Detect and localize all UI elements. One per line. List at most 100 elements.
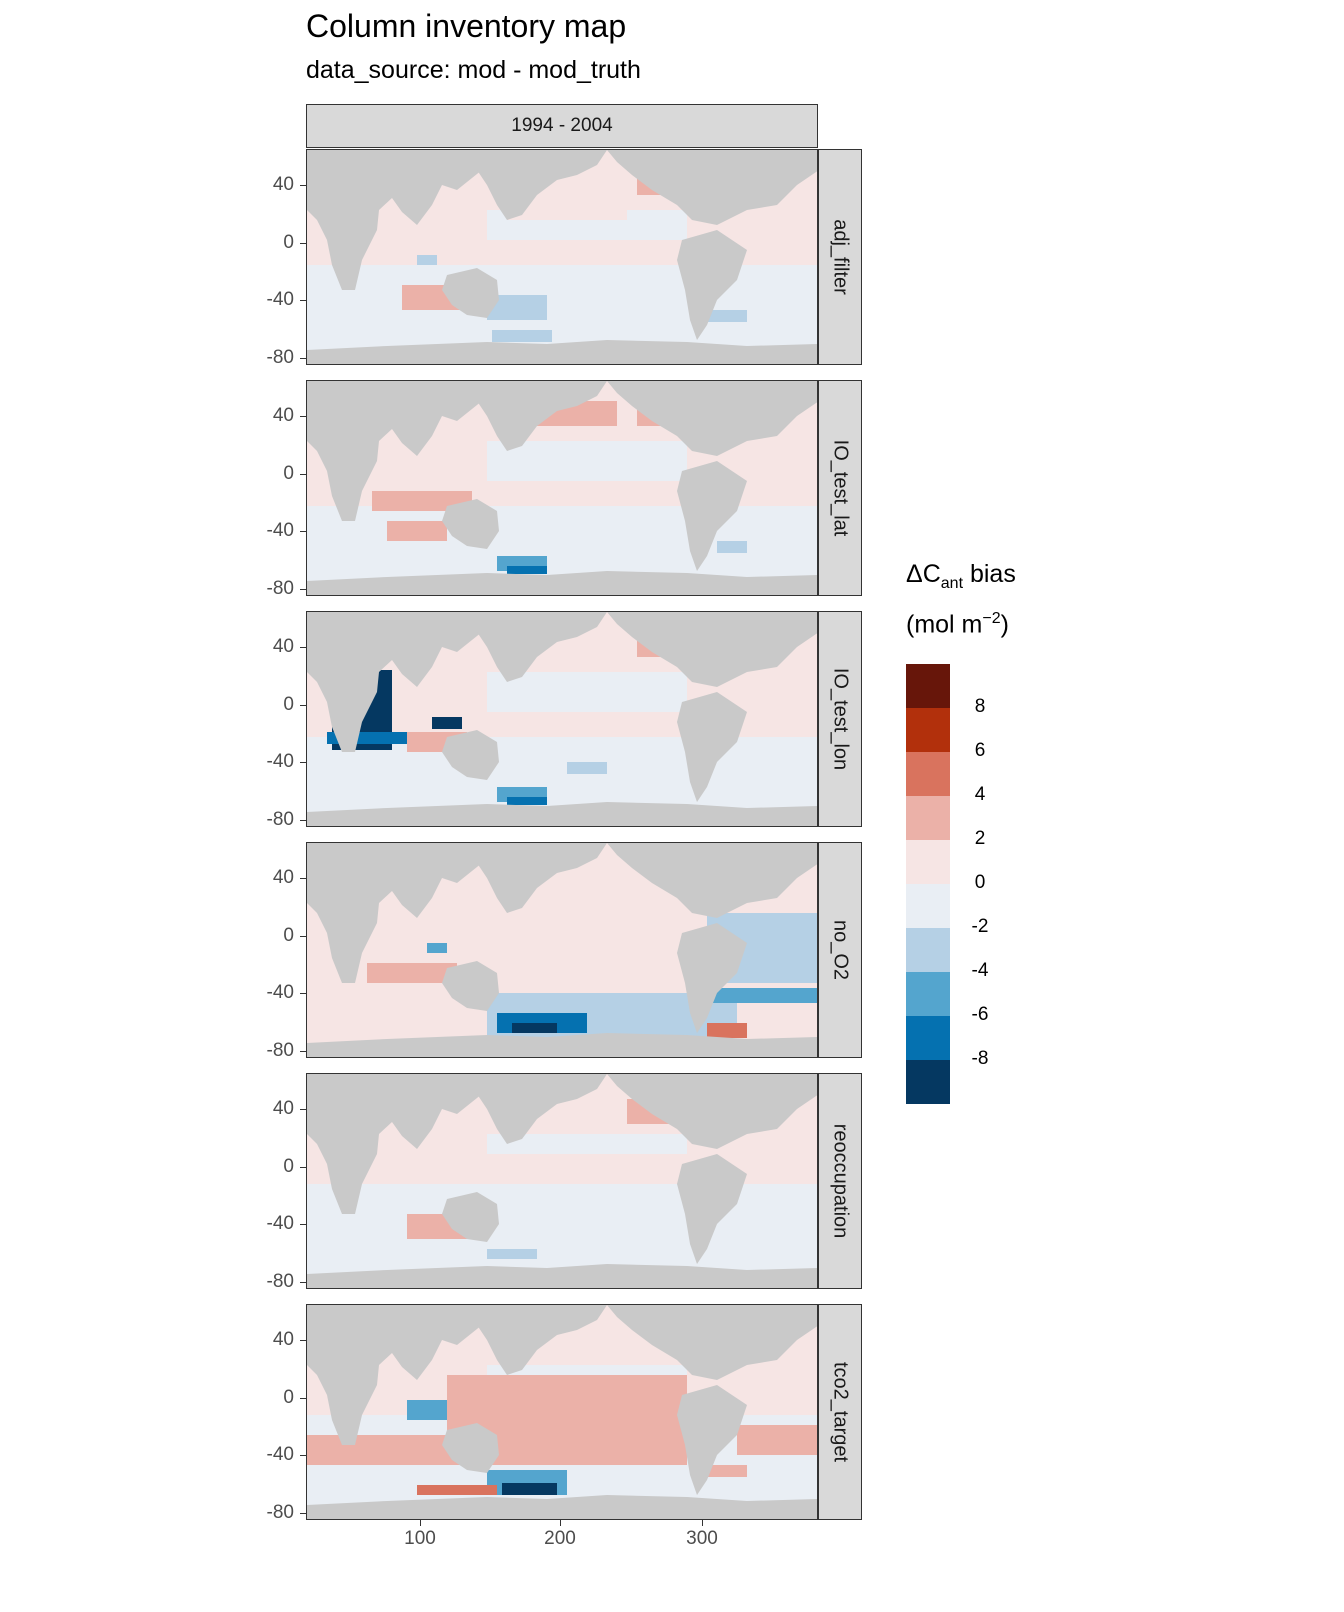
y-tick-mark [300,1340,306,1341]
legend-break-label: -2 [971,916,989,937]
legend-title-sub: ant [940,575,964,592]
y-tick-mark [300,1051,306,1052]
y-tick-mark [300,762,306,763]
legend-title-main: ΔC [906,560,941,588]
y-tick-mark [300,1513,306,1514]
y-tick-mark [300,820,306,821]
world-map-bias-adj-filter [307,150,817,364]
y-tick-mark [300,936,306,937]
legend-unit: (mol m−2) [906,610,1009,639]
x-tick-label: 300 [686,1528,718,1549]
y-tick-label: 0 [283,1156,294,1177]
y-tick-label: 0 [283,1387,294,1408]
legend-swatch [906,708,950,752]
y-tick-label: -40 [266,289,294,310]
world-map-bias-reoccupation [307,1074,817,1288]
legend-swatch [906,1016,950,1060]
y-tick-mark [300,589,306,590]
legend-title-rest: bias [963,560,1016,588]
facet-strip-period: 1994 - 2004 [306,104,818,148]
y-tick-mark [300,300,306,301]
facet-strip-period-label: 1994 - 2004 [511,115,613,136]
map-panel-io-test-lat [306,380,818,596]
facet-strip-label: IO_test_lat [829,439,852,537]
y-tick-label: -80 [266,809,294,830]
facet-strip-label: IO_test_lon [829,667,852,771]
facet-strip-label: reoccupation [829,1123,852,1239]
y-tick-label: 40 [272,1329,294,1350]
legend-break-label: 0 [974,872,986,893]
y-tick-mark [300,1167,306,1168]
y-tick-label: -40 [266,1213,294,1234]
map-panel-adj-filter [306,149,818,365]
y-tick-mark [300,878,306,879]
legend-break-label: 6 [974,740,986,761]
world-map-bias-tco2-target [307,1305,817,1519]
facet-strip-no-o2: no_O2 [818,842,862,1058]
y-tick-label: -80 [266,1040,294,1061]
legend-break-label: 8 [974,696,986,717]
y-tick-label: 0 [283,694,294,715]
y-tick-mark [300,647,306,648]
legend-unit-suffix: ) [1000,610,1009,639]
y-tick-mark [300,1282,306,1283]
legend-unit-sup: −2 [982,610,1001,627]
legend-break-label: -8 [971,1048,989,1069]
legend-break-label: 4 [974,784,986,805]
facet-strip-io-test-lat: IO_test_lat [818,380,862,596]
y-tick-mark [300,1455,306,1456]
y-tick-mark [300,243,306,244]
y-tick-label: 0 [283,232,294,253]
y-tick-mark [300,1109,306,1110]
x-tick-label: 200 [544,1528,576,1549]
chart-title: Column inventory map [306,8,627,44]
chart-subtitle: data_source: mod - mod_truth [306,56,641,84]
world-map-bias-io-test-lat [307,381,817,595]
legend-swatch [906,884,950,928]
facet-strip-label: adj_filter [829,219,852,295]
legend-swatch [906,840,950,884]
legend-break-label: -6 [971,1004,989,1025]
facet-strip-label: tco2_target [829,1361,852,1463]
y-tick-label: -40 [266,520,294,541]
map-panel-tco2-target [306,1304,818,1520]
y-tick-mark [300,1398,306,1399]
world-map-bias-io-test-lon [307,612,817,826]
legend-swatch [906,664,950,708]
legend-unit-prefix: (mol m [906,610,983,639]
facet-strip-label: no_O2 [829,919,852,981]
world-map-bias-no-o2 [307,843,817,1057]
y-tick-mark [300,993,306,994]
y-tick-label: 40 [272,405,294,426]
facet-strip-adj-filter: adj_filter [818,149,862,365]
x-tick-mark [702,1520,703,1526]
y-tick-mark [300,531,306,532]
y-tick-label: -80 [266,347,294,368]
facet-strip-io-test-lon: IO_test_lon [818,611,862,827]
y-tick-label: 0 [283,925,294,946]
y-tick-label: -80 [266,1271,294,1292]
legend-swatch [906,796,950,840]
y-tick-label: 40 [272,1098,294,1119]
y-tick-label: -40 [266,751,294,772]
legend-title: ΔCant bias [906,560,1016,593]
y-tick-mark [300,474,306,475]
facet-strip-reoccupation: reoccupation [818,1073,862,1289]
y-tick-label: 40 [272,636,294,657]
map-panel-reoccupation [306,1073,818,1289]
y-tick-mark [300,1224,306,1225]
map-panel-no-o2 [306,842,818,1058]
y-tick-label: -40 [266,982,294,1003]
y-tick-mark [300,185,306,186]
y-tick-label: -80 [266,578,294,599]
legend-swatch [906,752,950,796]
facet-strip-tco2-target: tco2_target [818,1304,862,1520]
legend-swatch [906,928,950,972]
y-tick-label: 0 [283,463,294,484]
legend-swatch [906,972,950,1016]
x-tick-mark [560,1520,561,1526]
y-tick-mark [300,416,306,417]
map-panel-io-test-lon [306,611,818,827]
x-tick-label: 100 [404,1528,436,1549]
legend-break-label: -4 [971,960,989,981]
